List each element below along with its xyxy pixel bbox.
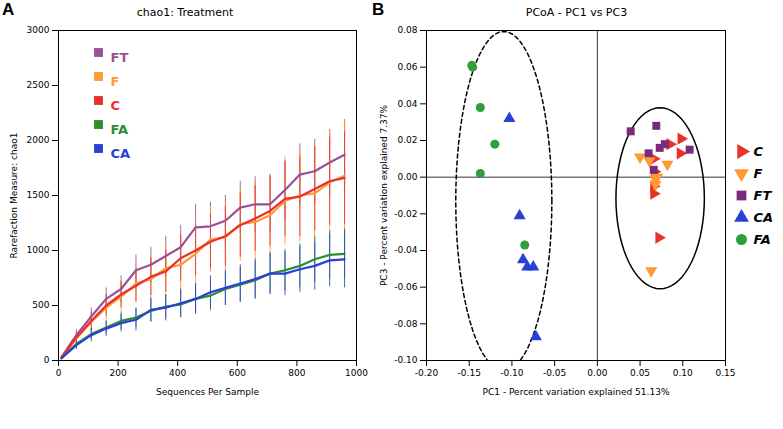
svg-text:1500: 1500: [27, 190, 50, 200]
svg-text:0.08: 0.08: [397, 25, 417, 35]
svg-text:PC1 - Percent variation explai: PC1 - Percent variation explained 51.13%: [483, 387, 670, 397]
svg-text:CA: CA: [111, 146, 131, 161]
svg-text:0.02: 0.02: [397, 135, 417, 145]
svg-text:400: 400: [169, 368, 186, 378]
svg-text:0: 0: [44, 355, 50, 365]
svg-text:C: C: [754, 144, 764, 159]
svg-text:0.05: 0.05: [630, 368, 650, 378]
svg-text:Rarefaction Measure: chao1: Rarefaction Measure: chao1: [9, 133, 19, 259]
svg-text:0.00: 0.00: [397, 172, 417, 182]
svg-text:-0.02: -0.02: [394, 209, 417, 219]
svg-text:0.00: 0.00: [587, 368, 607, 378]
svg-text:2000: 2000: [27, 135, 50, 145]
html-text:PCoA - PC1 vs PC3: PCoA - PC1 vs PC3: [525, 6, 628, 19]
svg-text:600: 600: [229, 368, 246, 378]
svg-text:Sequences Per Sample: Sequences Per Sample: [156, 387, 259, 397]
svg-text:PC3 - Percent variation explai: PC3 - Percent variation explained 7.37%: [379, 104, 389, 286]
svg-text:FT: FT: [111, 50, 129, 65]
svg-text:F: F: [754, 166, 763, 181]
svg-text:-0.06: -0.06: [394, 282, 418, 292]
svg-text:200: 200: [110, 368, 127, 378]
svg-text:0.04: 0.04: [397, 99, 417, 109]
svg-text:800: 800: [288, 368, 305, 378]
svg-text:C: C: [111, 98, 121, 113]
svg-text:0: 0: [56, 368, 62, 378]
svg-text:FT: FT: [754, 188, 773, 203]
svg-text:0.10: 0.10: [673, 368, 693, 378]
svg-text:2500: 2500: [27, 80, 50, 90]
svg-text:-0.20: -0.20: [415, 368, 439, 378]
svg-text:-0.15: -0.15: [458, 368, 481, 378]
html-text:A: A: [2, 0, 15, 19]
html-text:B: B: [372, 0, 385, 19]
svg-text:500: 500: [32, 300, 49, 310]
svg-text:-0.10: -0.10: [500, 368, 524, 378]
svg-text:FA: FA: [111, 122, 128, 137]
svg-text:-0.08: -0.08: [394, 319, 418, 329]
svg-text:0.15: 0.15: [715, 368, 735, 378]
svg-text:0.06: 0.06: [397, 62, 417, 72]
svg-text:1000: 1000: [345, 368, 368, 378]
html-text:chao1: Treatment: chao1: Treatment: [136, 6, 234, 19]
svg-text:FA: FA: [754, 232, 771, 247]
svg-text:-0.10: -0.10: [394, 355, 418, 365]
svg-text:F: F: [111, 74, 120, 89]
svg-text:3000: 3000: [27, 25, 50, 35]
svg-text:-0.05: -0.05: [543, 368, 566, 378]
svg-text:-0.04: -0.04: [394, 245, 418, 255]
svg-text:CA: CA: [754, 210, 774, 225]
svg-text:1000: 1000: [27, 245, 50, 255]
